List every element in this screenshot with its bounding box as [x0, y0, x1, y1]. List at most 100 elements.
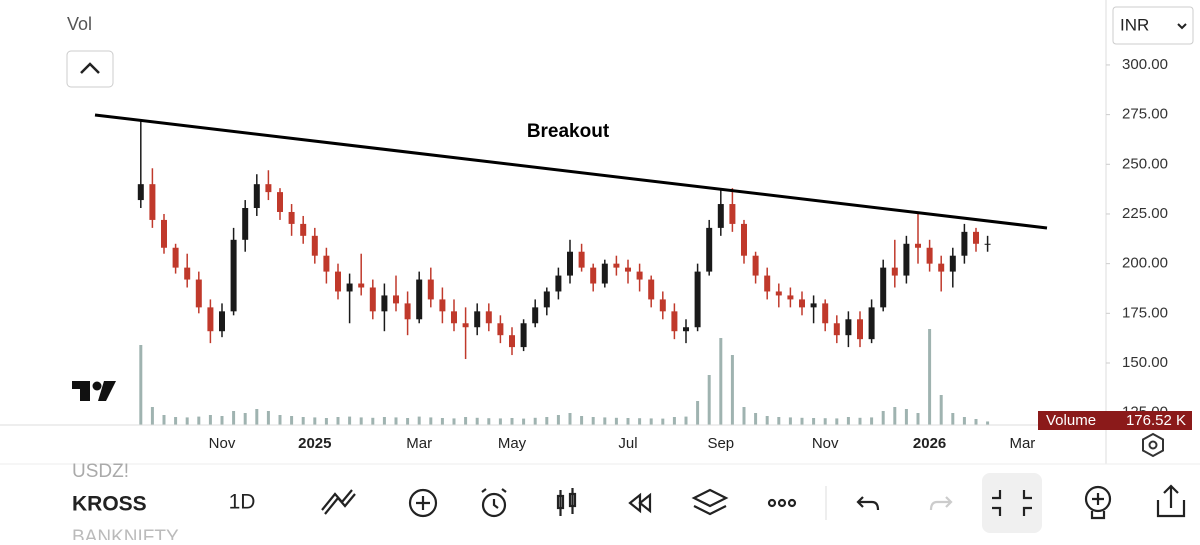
y-tick-label: 200.00 [1122, 255, 1168, 272]
candle-body [404, 303, 411, 320]
volume-bar [812, 418, 816, 425]
volume-bar [928, 329, 932, 425]
candle-body [636, 271, 643, 280]
candle-body [903, 243, 910, 276]
plot-area [137, 120, 991, 425]
collapse-button[interactable] [66, 50, 114, 88]
candle-body [694, 271, 701, 328]
x-tick-label: Nov [209, 435, 236, 452]
candle-body [625, 267, 631, 272]
symbol[interactable]: BANKNIFTY [72, 527, 179, 545]
replay-button[interactable] [628, 492, 652, 514]
volume-bar [626, 418, 630, 425]
redo-button[interactable] [929, 496, 953, 511]
volume-bar [139, 345, 143, 425]
settings-icon [1148, 440, 1158, 450]
candle-button[interactable] [556, 488, 577, 516]
fullscreen-icon [992, 490, 1032, 516]
volume-bar [962, 417, 966, 425]
candle-body [369, 287, 376, 312]
candle-body [926, 247, 933, 264]
candle-body [416, 279, 423, 320]
more-button[interactable] [767, 498, 797, 508]
candle-body [984, 243, 991, 245]
candle-body [752, 255, 759, 276]
volume-bar [371, 417, 375, 425]
alert-button[interactable] [481, 488, 507, 518]
publish-button[interactable] [1084, 485, 1112, 520]
candle-body [729, 204, 736, 224]
volume-bar [603, 417, 607, 425]
volume-bar [220, 416, 224, 425]
volume-bar [185, 417, 189, 425]
volume-bar [475, 417, 479, 425]
volume-bar [348, 416, 352, 425]
symbol[interactable]: USDZ! [72, 461, 129, 482]
candle-body [207, 307, 214, 332]
volume-bar [545, 417, 549, 425]
candle-body [938, 263, 945, 272]
y-tick-label: 250.00 [1122, 155, 1168, 172]
candle-body [949, 255, 956, 272]
candle-body [648, 279, 655, 300]
candle-body [822, 303, 829, 324]
volume-bar [359, 417, 363, 425]
volume-bar [719, 338, 723, 425]
candle-body [230, 239, 237, 312]
volume-bar [232, 411, 236, 425]
volume-bar [440, 418, 444, 425]
candle-body [184, 267, 191, 280]
volume-bar [301, 417, 305, 425]
candle-body [706, 227, 713, 272]
volume-bar [487, 418, 491, 425]
candle-body [300, 223, 307, 236]
volume-bar [614, 417, 618, 425]
annotation: Breakout [527, 121, 610, 142]
volume-bar [823, 418, 827, 425]
volume-bar [197, 416, 201, 425]
volume-bar [974, 419, 978, 425]
interval[interactable]: 1D [229, 491, 256, 514]
candle-body [578, 251, 585, 268]
candle-body [195, 279, 202, 308]
volume-bar [730, 355, 734, 425]
volume-bar [417, 416, 421, 425]
candle-body [497, 323, 504, 336]
candle-body [161, 219, 167, 248]
volume-bar [939, 395, 943, 425]
candle-body [323, 255, 330, 272]
x-tick-label: Nov [812, 435, 839, 452]
volume-bar [707, 375, 711, 425]
candle-body [543, 291, 550, 308]
add-button[interactable] [408, 488, 438, 518]
candle-body [567, 251, 573, 276]
volume-bar [986, 421, 990, 425]
candle-body [509, 335, 515, 348]
currency-select[interactable] [1112, 6, 1194, 45]
volume-bar [174, 417, 178, 425]
candle-body [219, 311, 225, 332]
symbol[interactable]: KROSS [72, 493, 147, 516]
volume-bar [313, 417, 317, 425]
candle-body [845, 319, 852, 336]
share-button[interactable] [1156, 484, 1186, 518]
candle-body [137, 184, 144, 201]
layers-button[interactable] [691, 488, 729, 516]
candle-body [880, 267, 887, 308]
candle-body [462, 323, 469, 328]
volume-bar [672, 417, 676, 425]
settings-button[interactable] [1142, 432, 1164, 458]
candle-body [555, 275, 562, 292]
indicator-button[interactable] [321, 489, 356, 515]
volume-bar [510, 418, 514, 425]
volume-bar [788, 417, 792, 425]
fullscreen-button[interactable] [982, 473, 1042, 533]
collapse-icon [80, 62, 100, 74]
candle-body [451, 311, 457, 324]
candle-body [265, 184, 272, 193]
undo-button[interactable] [856, 496, 880, 511]
volume-bar [394, 417, 398, 425]
candle-body [891, 267, 898, 276]
